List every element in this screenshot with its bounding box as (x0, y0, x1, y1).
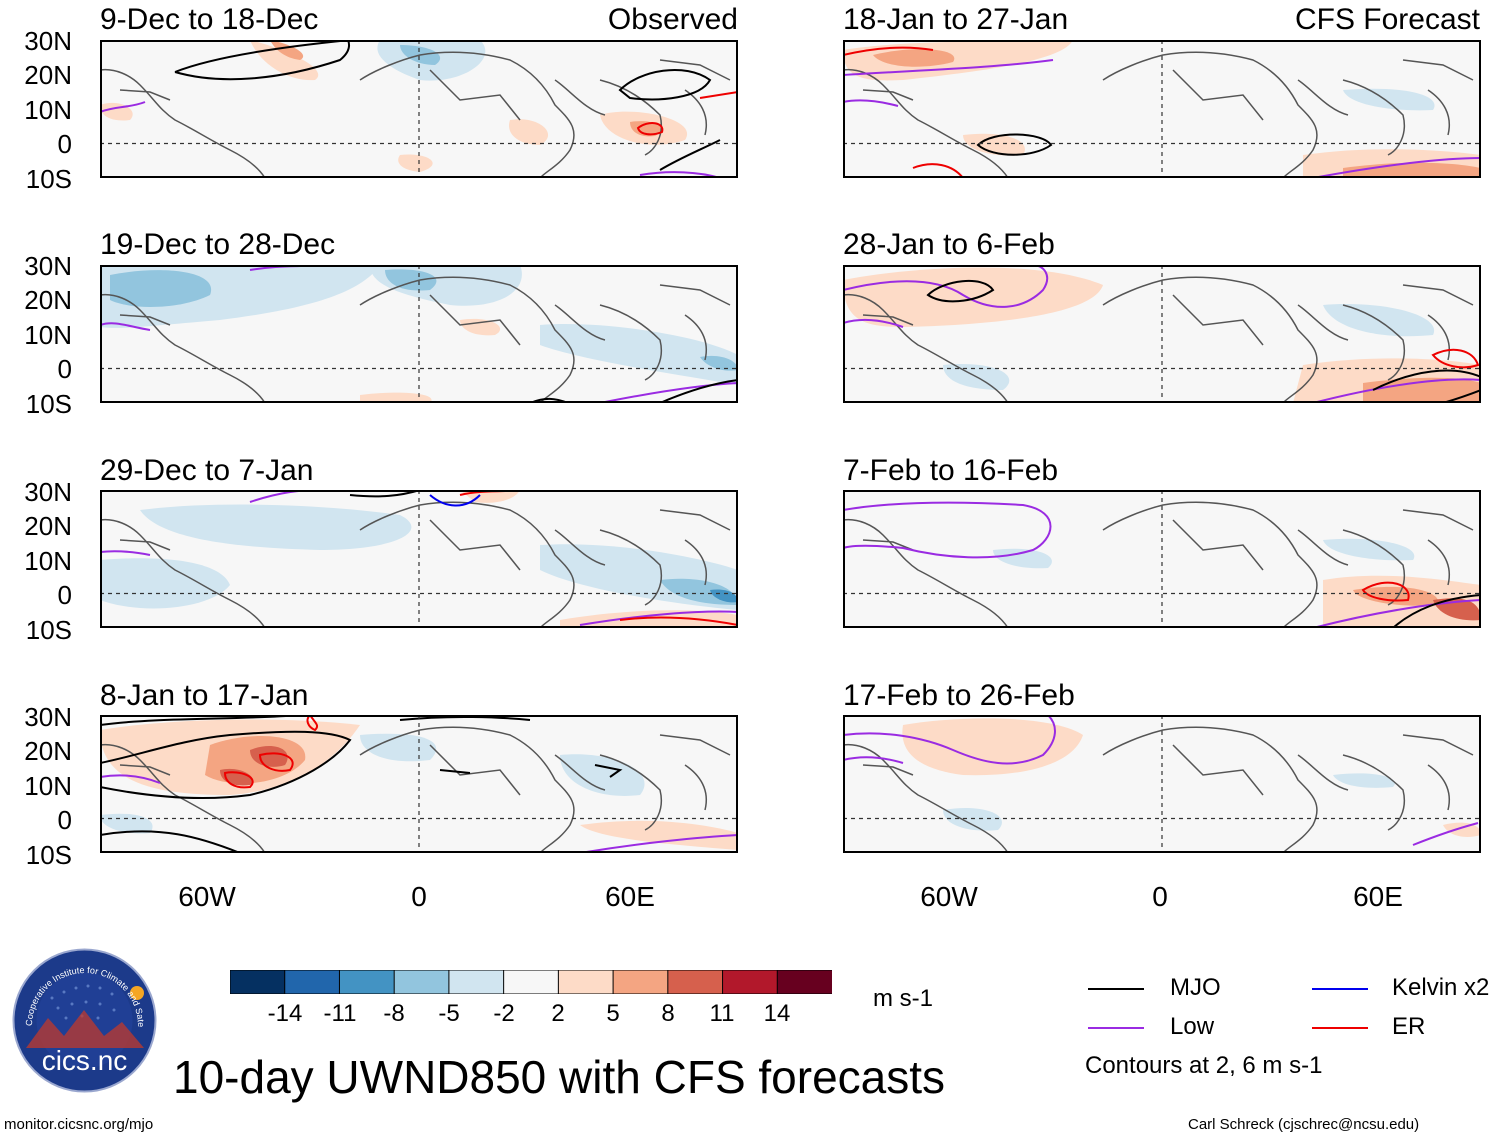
cics-logo: Cooperative Institute for Climate and Sa… (9, 940, 157, 1093)
map-panel-2 (100, 265, 738, 403)
lat-label-10s: 10S (25, 615, 72, 645)
lat-label-20n: 20N (24, 736, 72, 766)
colorbar-label: -2 (493, 1000, 515, 1027)
lat-label-10n: 10N (24, 95, 72, 125)
legend-line-low (1088, 1027, 1144, 1029)
panel-title-8: 17-Feb to 26-Feb (843, 679, 1075, 712)
colorbar-label: 14 (763, 1000, 791, 1027)
lat-label-30n: 30N (24, 251, 72, 281)
colorbar-swatch (503, 969, 560, 995)
lat-label-10s: 10S (25, 840, 72, 870)
footer-right: Carl Schreck (cjschrec@ncsu.edu) (1188, 1116, 1420, 1133)
colorbar-label: 11 (709, 1000, 735, 1027)
lon-label-0: 0 (411, 881, 427, 912)
footer-left: monitor.cicsnc.org/mjo (4, 1116, 154, 1133)
map-panel-8 (843, 715, 1481, 853)
lat-label-20n: 20N (24, 511, 72, 541)
colorbar-label: -14 (267, 1000, 303, 1027)
lat-label-10n: 10N (24, 320, 72, 350)
legend-line-er (1312, 1027, 1368, 1029)
colorbar-swatch (393, 969, 450, 995)
lat-label-30n: 30N (24, 702, 72, 732)
colorbar-label: -5 (438, 1000, 460, 1027)
colorbar-swatch (284, 969, 341, 995)
lat-label-0: 0 (57, 805, 72, 835)
legend-line-kelvin (1312, 988, 1368, 990)
lat-label-0: 0 (57, 129, 72, 159)
panel-title-5: 18-Jan to 27-Jan (843, 3, 1069, 36)
panel-title-4: 8-Jan to 17-Jan (100, 679, 309, 712)
map-panel-5 (843, 40, 1481, 178)
map-panel-7 (843, 490, 1481, 628)
lat-label-30n: 30N (24, 26, 72, 56)
panel-title-2: 19-Dec to 28-Dec (100, 228, 336, 261)
lat-label-10s: 10S (25, 164, 72, 194)
lon-label-60e: 60E (605, 881, 655, 912)
panel-title-3: 29-Dec to 7-Jan (100, 454, 314, 487)
colorbar-label: 5 (606, 1000, 620, 1027)
panel-title-7: 7-Feb to 16-Feb (843, 454, 1059, 487)
main-title: 10-day UWND850 with CFS forecasts (173, 1051, 946, 1103)
legend-label-er: ER (1392, 1013, 1426, 1040)
lat-label-0: 0 (57, 580, 72, 610)
colorbar (229, 969, 834, 995)
lon-label-60w: 60W (920, 881, 978, 912)
map-panel-4 (100, 715, 738, 853)
map-panel-1 (100, 40, 738, 178)
colorbar-label: -8 (383, 1000, 405, 1027)
observed-label: Observed (607, 3, 738, 36)
lat-label-0: 0 (57, 354, 72, 384)
lat-label-10n: 10N (24, 546, 72, 576)
colorbar-swatch (557, 969, 615, 995)
logo-text: cics.nc (42, 1045, 128, 1076)
map-panel-3 (100, 490, 738, 628)
legend-label-kelvin: Kelvin x2 (1392, 974, 1490, 1001)
panel-title-6: 28-Jan to 6-Feb (843, 228, 1055, 261)
colorbar-swatch (612, 969, 669, 995)
contours-note: Contours at 2, 6 m s-1 (1085, 1052, 1323, 1079)
legend-label-low: Low (1170, 1013, 1215, 1040)
legend-line-mjo (1088, 988, 1144, 990)
lat-label-20n: 20N (24, 60, 72, 90)
legend-label-mjo: MJO (1170, 974, 1221, 1001)
lat-label-20n: 20N (24, 285, 72, 315)
colorbar-label: 2 (551, 1000, 565, 1027)
forecast-label: CFS Forecast (1294, 3, 1480, 36)
colorbar-swatch (776, 969, 834, 995)
lat-label-10n: 10N (24, 771, 72, 801)
colorbar-swatch (448, 969, 505, 995)
colorbar-swatch (338, 969, 396, 995)
colorbar-label: -11 (323, 1000, 357, 1027)
map-panel-6 (843, 265, 1481, 403)
panel-title-1: 9-Dec to 18-Dec (100, 3, 319, 36)
colorbar-units: m s-1 (873, 985, 933, 1012)
colorbar-swatch (722, 969, 779, 995)
colorbar-swatch (667, 969, 724, 995)
lon-label-60w: 60W (178, 881, 236, 912)
lat-label-30n: 30N (24, 477, 72, 507)
lat-label-10s: 10S (25, 389, 72, 419)
lon-label-0: 0 (1152, 881, 1168, 912)
colorbar-label: 8 (661, 1000, 675, 1027)
lon-label-60e: 60E (1353, 881, 1403, 912)
colorbar-swatch (229, 969, 286, 995)
